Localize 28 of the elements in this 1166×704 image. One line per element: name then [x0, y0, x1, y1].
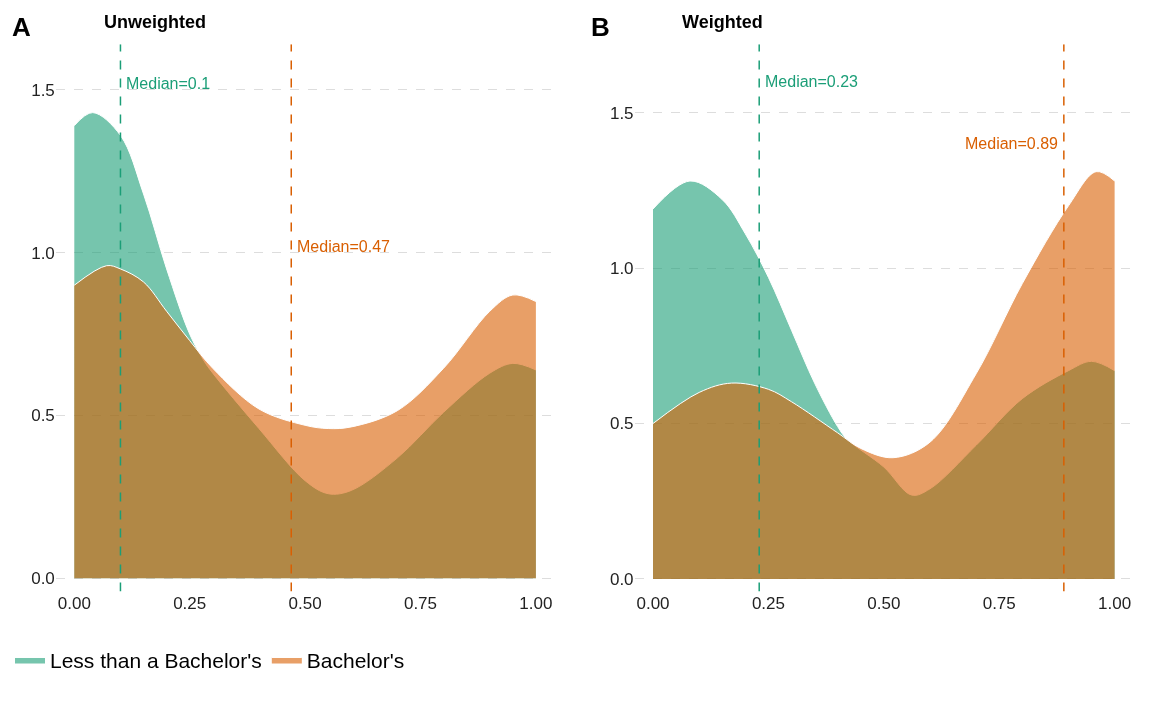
x-tick-label: 0.00 — [57, 594, 91, 614]
x-tick-label: 0.50 — [288, 594, 322, 614]
legend-label: Bachelor's — [306, 648, 405, 672]
ref-line-label: Median=0.23 — [765, 73, 859, 90]
y-tick-label: 1.0 — [609, 259, 634, 278]
legend-label: Less than a Bachelor's — [50, 648, 262, 672]
y-tick-label: 0.5 — [609, 414, 634, 434]
ref-line-label: Median=0.1 — [126, 75, 211, 92]
ref-line-label: Median=0.47 — [297, 238, 391, 255]
x-tick-label: 0.75 — [403, 594, 438, 614]
x-tick-label: 0.50 — [867, 594, 901, 614]
ref-line-label: Median=0.89 — [965, 135, 1059, 152]
chart-title: Weighted — [682, 12, 763, 32]
x-tick-label: 0.25 — [173, 594, 207, 614]
text: B — [591, 12, 610, 42]
x-tick-label: 0.00 — [636, 594, 670, 614]
y-tick-label: 1.0 — [31, 243, 55, 263]
text: A — [12, 12, 31, 42]
y-tick-label: 0.5 — [31, 406, 55, 426]
y-tick-label: 0.0 — [31, 569, 55, 589]
x-tick-label: 0.25 — [751, 594, 785, 614]
y-tick-label: 1.5 — [609, 103, 634, 123]
y-tick-label: 0.0 — [609, 569, 634, 589]
y-tick-label: 1.5 — [31, 80, 55, 100]
x-tick-label: 1.00 — [519, 594, 553, 614]
x-tick-label: 0.75 — [982, 594, 1016, 614]
x-tick-label: 1.00 — [1098, 594, 1132, 614]
chart-title: Unweighted — [104, 12, 206, 32]
